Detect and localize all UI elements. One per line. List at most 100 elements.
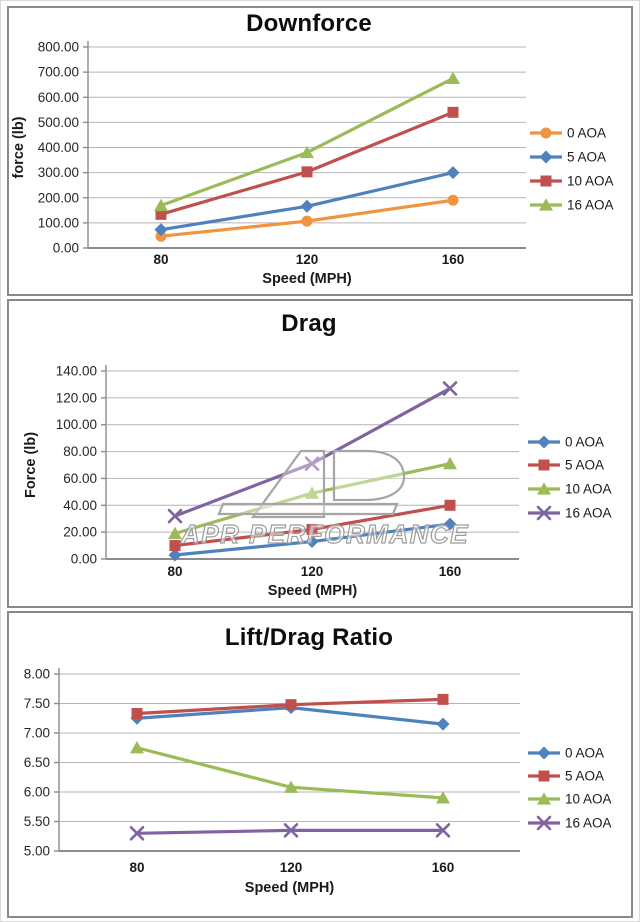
legend-label: 0 AOA — [565, 435, 604, 450]
x-tick-label: 160 — [442, 252, 465, 267]
y-tick-label: 6.00 — [24, 785, 50, 800]
legend-marker — [537, 792, 551, 805]
legend-label: 16 AOA — [565, 506, 612, 521]
series-line-10-aoa — [159, 110, 455, 216]
lift-drag-ratio-chart: 5.00 5.50 6.00 6.50 7.00 7.50 8.00 80 120 160 Spee… — [9, 613, 631, 916]
drag-plot-area: 0.00 20.00 40.00 60.00 80.00 100.00 120.00 140.… — [23, 364, 612, 600]
downforce-chart-panel: Downforce 0.00 100.00 200.00 300.00 400.00 50… — [7, 6, 633, 296]
data-point-marker — [442, 381, 458, 396]
legend-item-0-aoa: 0 AOA — [528, 746, 604, 761]
x-tick-label: 80 — [153, 252, 168, 267]
downforce-chart: 0.00 100.00 200.00 300.00 400.00 500.00 600.00… — [9, 8, 631, 294]
legend-marker — [536, 815, 552, 831]
legend-label: 16 AOA — [567, 198, 614, 213]
data-point-marker — [443, 456, 457, 470]
y-tick-label: 120.00 — [56, 390, 97, 405]
data-point-marker — [300, 145, 314, 159]
x-tick-label: 160 — [439, 564, 462, 579]
data-point-marker — [129, 826, 145, 841]
x-axis-title: Speed (MPH) — [268, 583, 358, 599]
apr-performance-watermark: APR PERFORMANCE — [179, 449, 469, 550]
drag-chart: 0.00 20.00 40.00 60.00 80.00 100.00 120.00 140.… — [9, 301, 631, 606]
y-tick-label: 5.00 — [24, 844, 50, 859]
x-axis-title: Speed (MPH) — [262, 271, 352, 287]
legend-marker — [540, 175, 552, 187]
data-point-marker — [306, 523, 318, 535]
legend-label: 10 AOA — [565, 482, 612, 497]
y-tick-label: 100.00 — [38, 215, 79, 230]
legend-item-5-aoa: 5 AOA — [528, 769, 604, 784]
legend-label: 10 AOA — [567, 174, 614, 189]
y-tick-label: 60.00 — [63, 471, 97, 486]
drag-chart-panel: Drag 0.00 20.00 40.00 60.00 80.00 100.00 120.0… — [7, 299, 633, 608]
y-tick-label: 140.00 — [56, 364, 97, 379]
y-tick-label: 400.00 — [38, 140, 79, 155]
legend-label: 0 AOA — [567, 126, 606, 141]
data-point-marker — [155, 208, 167, 220]
y-tick-label: 500.00 — [38, 115, 79, 130]
y-tick-label: 600.00 — [38, 90, 79, 105]
downforce-chart-title: Downforce — [246, 10, 372, 37]
legend-marker — [538, 459, 550, 471]
data-point-marker — [447, 194, 459, 206]
data-point-marker — [444, 499, 456, 511]
legend-label: 16 AOA — [565, 816, 612, 831]
y-tick-label: 40.00 — [63, 498, 97, 513]
x-tick-label: 160 — [432, 860, 455, 875]
legend-marker — [537, 482, 551, 495]
x-tick-label: 120 — [301, 564, 324, 579]
y-tick-label: 5.50 — [24, 814, 50, 829]
legend-marker — [540, 127, 552, 139]
data-point-marker — [304, 456, 320, 471]
data-point-marker — [154, 198, 168, 212]
y-tick-label: 7.50 — [24, 696, 50, 711]
data-point-marker — [300, 199, 314, 213]
legend-label: 5 AOA — [565, 458, 604, 473]
y-tick-label: 200.00 — [38, 190, 79, 205]
legend-marker — [539, 150, 553, 164]
data-point-marker — [446, 71, 460, 85]
data-point-marker — [168, 526, 182, 540]
data-point-marker — [283, 823, 299, 838]
data-point-marker — [436, 717, 450, 731]
legend-item-16-aoa: 16 AOA — [528, 506, 612, 521]
x-tick-label: 80 — [129, 860, 144, 875]
data-point-marker — [284, 780, 298, 793]
x-tick-label: 120 — [280, 860, 303, 875]
legend-item-5-aoa: 5 AOA — [528, 458, 604, 473]
data-point-marker — [131, 708, 143, 720]
watermark-text: APR PERFORMANCE — [180, 519, 469, 549]
lift-drag-ratio-plot-area: 5.00 5.50 6.00 6.50 7.00 7.50 8.00 80 120 160 Spee… — [24, 667, 612, 897]
data-point-marker — [305, 535, 319, 549]
y-tick-label: 7.00 — [24, 726, 50, 741]
y-tick-label: 800.00 — [38, 40, 79, 55]
data-point-marker — [285, 699, 297, 711]
legend-marker — [538, 770, 550, 782]
data-point-marker — [436, 791, 450, 804]
lift-drag-ratio-chart-title: Lift/Drag Ratio — [224, 624, 394, 651]
y-tick-label: 300.00 — [38, 165, 79, 180]
legend-item-10-aoa: 10 AOA — [528, 792, 612, 807]
data-point-marker — [154, 223, 168, 237]
legend-label: 5 AOA — [565, 769, 604, 784]
legend-label: 10 AOA — [565, 792, 612, 807]
data-point-marker — [155, 230, 167, 242]
data-point-marker — [168, 548, 182, 562]
y-tick-label: 8.00 — [24, 667, 50, 682]
data-point-marker — [169, 540, 181, 552]
x-tick-label: 120 — [296, 252, 319, 267]
y-axis-title: force (lb) — [11, 116, 27, 178]
x-axis-title: Speed (MPH) — [245, 880, 335, 896]
y-tick-label: 6.50 — [24, 755, 50, 770]
legend-item-0-aoa: 0 AOA — [528, 435, 604, 450]
y-tick-label: 700.00 — [38, 65, 79, 80]
y-tick-label: 0.00 — [71, 552, 97, 567]
legend-item-5-aoa: 5 AOA — [530, 150, 606, 165]
data-point-marker — [447, 106, 459, 118]
y-tick-label: 0.00 — [53, 241, 79, 256]
apr-logo-icon — [217, 449, 406, 519]
data-point-marker — [435, 823, 451, 838]
legend-item-10-aoa: 10 AOA — [528, 482, 612, 497]
legend-label: 0 AOA — [565, 746, 604, 761]
